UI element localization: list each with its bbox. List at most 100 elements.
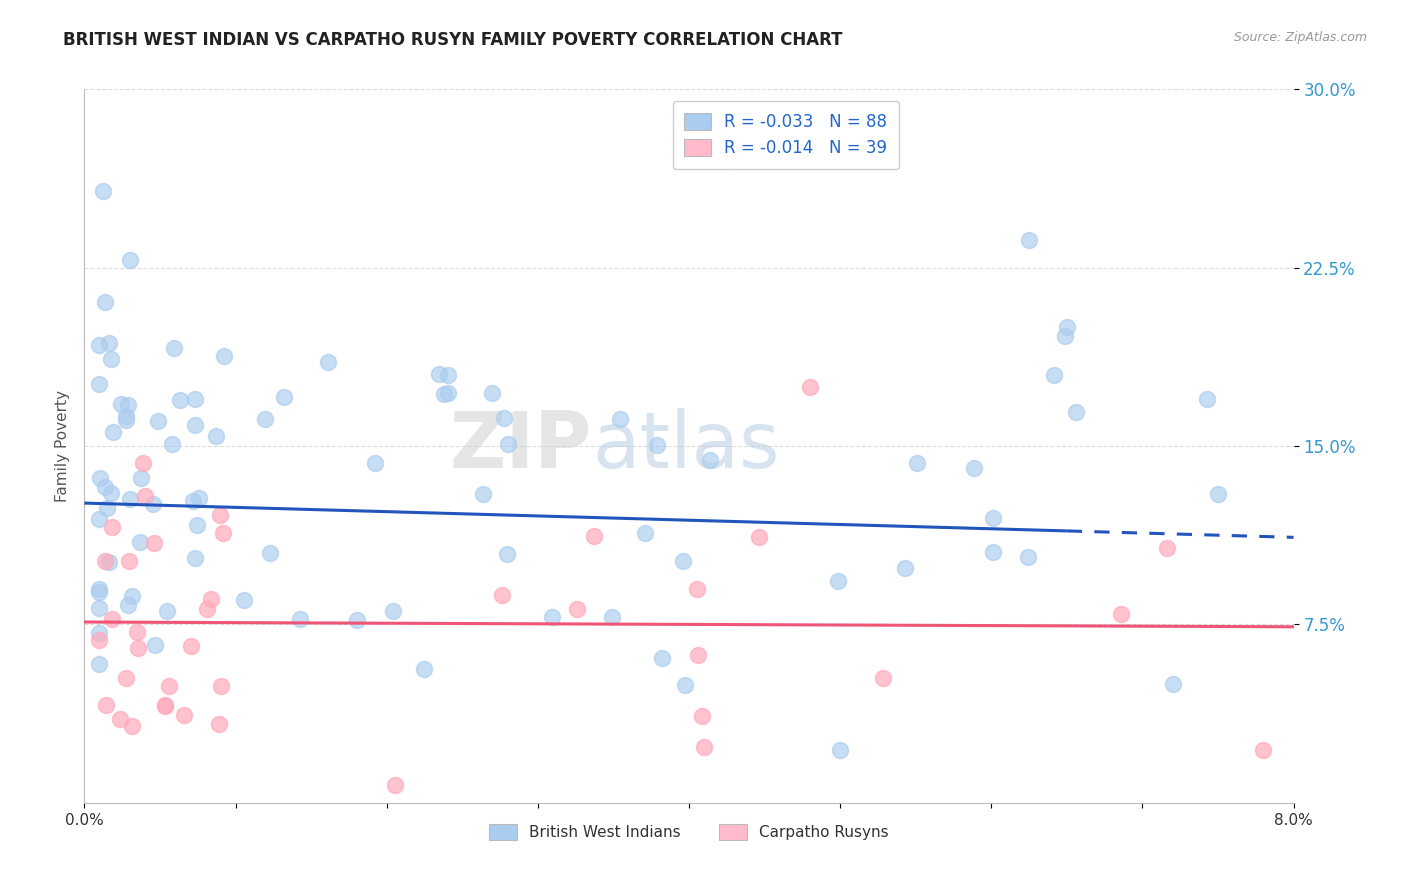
Point	[89, 632, 111, 647]
Point	[583, 528, 606, 542]
Point	[142, 497, 165, 511]
Point	[118, 491, 141, 506]
Point	[429, 367, 451, 381]
Point	[609, 411, 631, 425]
Point	[723, 153, 745, 168]
Point	[1018, 233, 1040, 247]
Point	[98, 336, 121, 351]
Point	[186, 517, 208, 532]
Point	[173, 707, 195, 722]
Point	[100, 351, 122, 366]
Legend: British West Indians, Carpatho Rusyns: British West Indians, Carpatho Rusyns	[484, 818, 894, 847]
Point	[600, 610, 623, 624]
Text: Source: ZipAtlas.com: Source: ZipAtlas.com	[1233, 31, 1367, 45]
Point	[472, 487, 495, 501]
Point	[384, 778, 406, 792]
Point	[290, 612, 312, 626]
Point	[100, 519, 122, 533]
Point	[142, 536, 165, 550]
Point	[121, 719, 143, 733]
Point	[1053, 329, 1076, 343]
Point	[94, 698, 117, 712]
Point	[827, 574, 849, 588]
Point	[872, 671, 894, 685]
Point	[157, 679, 180, 693]
Point	[894, 561, 917, 575]
Point	[89, 512, 111, 526]
Point	[363, 456, 385, 470]
Point	[673, 677, 696, 691]
Point	[748, 530, 770, 544]
Point	[963, 461, 986, 475]
Point	[1064, 405, 1087, 419]
Point	[699, 452, 721, 467]
Point	[94, 554, 117, 568]
Point	[540, 610, 562, 624]
Point	[89, 582, 111, 597]
Point	[89, 584, 111, 599]
Point	[153, 698, 176, 713]
Point	[412, 662, 434, 676]
Point	[184, 550, 207, 565]
Point	[208, 716, 231, 731]
Point	[209, 679, 232, 693]
Point	[115, 409, 138, 424]
Point	[381, 604, 404, 618]
Point	[156, 604, 179, 618]
Point	[89, 601, 111, 615]
Point	[129, 471, 152, 485]
Point	[686, 582, 709, 596]
Text: ZIP: ZIP	[450, 408, 592, 484]
Point	[187, 491, 209, 505]
Point	[134, 489, 156, 503]
Point	[693, 739, 716, 754]
Point	[690, 708, 713, 723]
Point	[1056, 320, 1078, 334]
Point	[232, 593, 254, 607]
Point	[169, 393, 191, 408]
Point	[110, 397, 132, 411]
Point	[273, 390, 295, 404]
Point	[183, 392, 205, 406]
Point	[118, 253, 141, 268]
Point	[437, 385, 460, 400]
Point	[1156, 541, 1178, 555]
Point	[981, 545, 1004, 559]
Point	[121, 589, 143, 603]
Point	[253, 412, 276, 426]
Point	[1042, 368, 1064, 382]
Point	[195, 601, 218, 615]
Point	[1161, 677, 1184, 691]
Point	[1109, 607, 1132, 621]
Point	[115, 413, 138, 427]
Point	[91, 185, 114, 199]
Point	[346, 613, 368, 627]
Point	[634, 526, 657, 541]
Point	[89, 337, 111, 351]
Point	[117, 398, 139, 412]
Point	[89, 376, 111, 391]
Point	[128, 534, 150, 549]
Point	[94, 480, 117, 494]
Point	[496, 437, 519, 451]
Point	[163, 341, 186, 355]
Point	[100, 486, 122, 500]
Text: atlas: atlas	[592, 408, 780, 484]
Point	[143, 638, 166, 652]
Point	[204, 429, 226, 443]
Point	[799, 379, 821, 393]
Point	[651, 651, 673, 665]
Point	[259, 546, 281, 560]
Point	[96, 500, 118, 515]
Point	[433, 387, 456, 401]
Point	[118, 554, 141, 568]
Y-axis label: Family Poverty: Family Poverty	[55, 390, 70, 502]
Point	[686, 648, 709, 662]
Text: BRITISH WEST INDIAN VS CARPATHO RUSYN FAMILY POVERTY CORRELATION CHART: BRITISH WEST INDIAN VS CARPATHO RUSYN FA…	[63, 31, 842, 49]
Point	[672, 554, 695, 568]
Point	[180, 640, 202, 654]
Point	[146, 414, 169, 428]
Point	[211, 525, 233, 540]
Point	[905, 456, 928, 470]
Point	[567, 601, 589, 615]
